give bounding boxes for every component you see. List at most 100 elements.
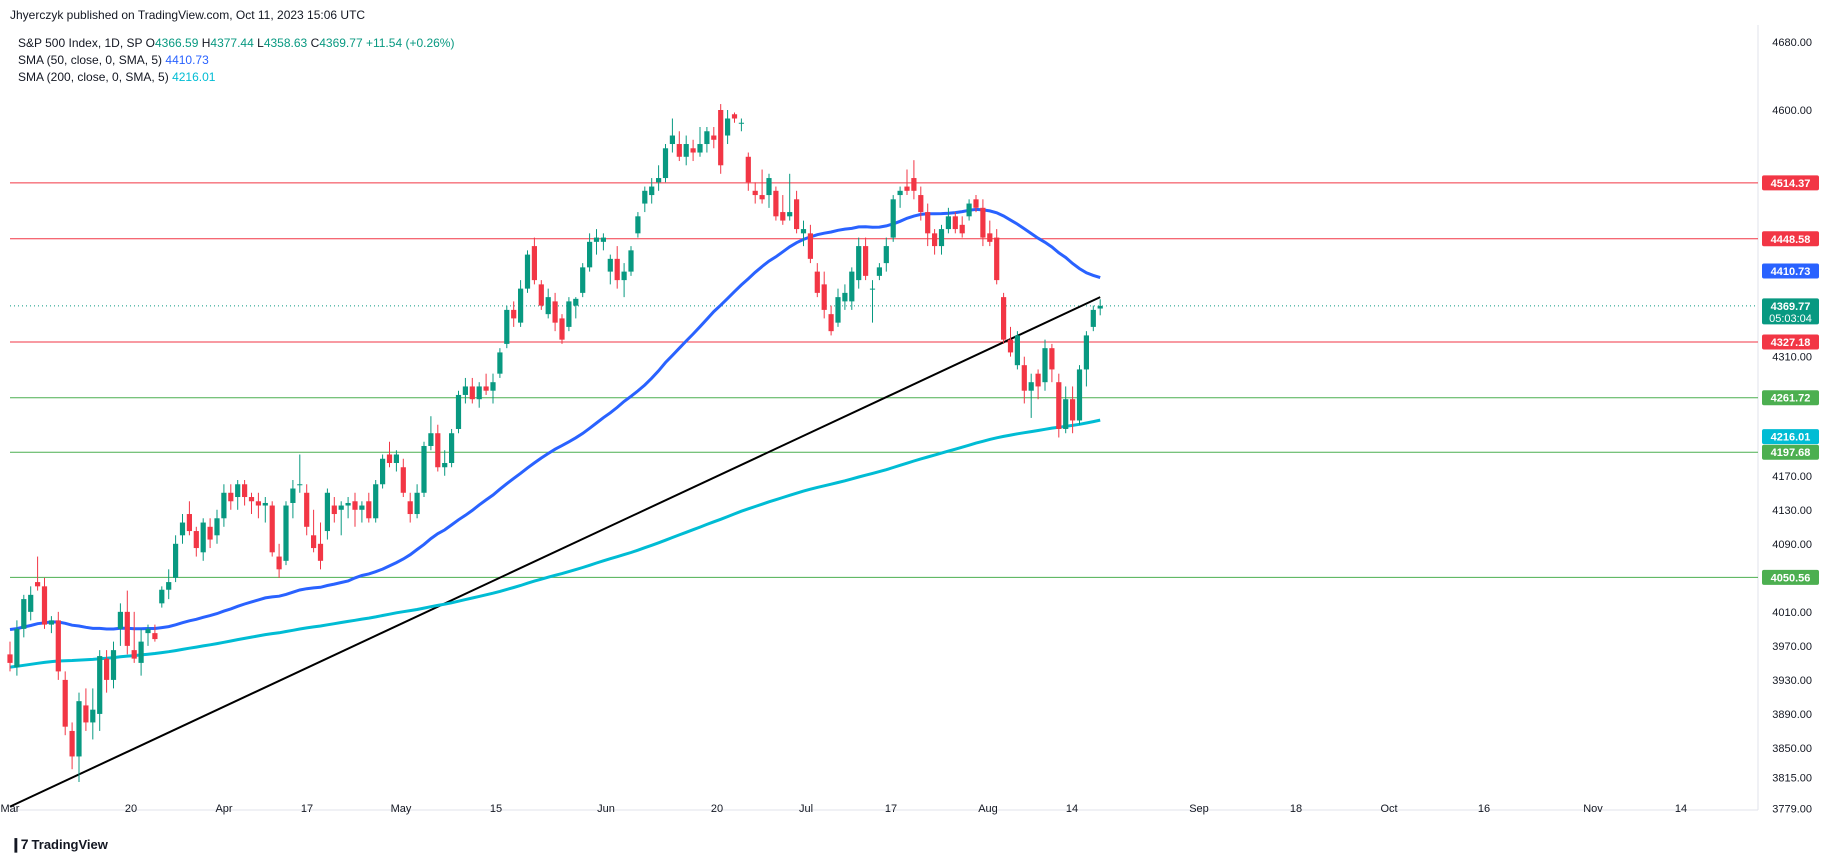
candle-body <box>345 502 351 506</box>
last-badge: 4369.77 <box>1771 301 1811 313</box>
legend-change: +11.54 (+0.26%) <box>365 36 455 50</box>
candle-body <box>386 454 393 463</box>
y-tick-label: 4600.00 <box>1772 105 1812 117</box>
candle-body <box>138 641 144 663</box>
tradingview-logo-text: TradingView <box>31 837 108 852</box>
support-level-badge-bg <box>1762 390 1819 406</box>
candle-body <box>428 433 434 446</box>
candle-body <box>255 501 261 506</box>
x-tick-label: 16 <box>1478 803 1490 815</box>
candle-body <box>97 656 103 714</box>
candle-body <box>938 229 945 247</box>
candle-body <box>863 246 869 276</box>
candle-body <box>193 531 199 549</box>
candle-body <box>1001 297 1007 340</box>
candle-body <box>455 394 462 429</box>
candle-body <box>1056 382 1062 429</box>
candle-body <box>966 203 972 217</box>
candle-body <box>248 497 255 502</box>
candle-body <box>324 492 330 532</box>
candle-body <box>1090 309 1096 327</box>
x-tick-label: 14 <box>1675 803 1687 815</box>
trendline[interactable] <box>9 296 1101 808</box>
candle-body <box>690 148 696 153</box>
legend-close-value: 4369.77 <box>319 36 363 50</box>
y-tick-label: 3779.00 <box>1772 803 1812 815</box>
candle-body <box>55 620 61 672</box>
candle-body <box>890 199 896 238</box>
candle-body <box>738 122 744 124</box>
resistance-level-badge: 4327.18 <box>1771 337 1811 349</box>
candle-body <box>221 492 227 519</box>
x-tick-label: 15 <box>490 803 502 815</box>
tradingview-logo[interactable]: ❙7 TradingView <box>10 836 108 853</box>
candle-body <box>1042 348 1048 383</box>
candle-body <box>1097 305 1103 309</box>
candle-body <box>449 433 455 463</box>
candle-body <box>490 382 496 391</box>
candle-body <box>711 135 717 140</box>
candle-body <box>849 271 855 302</box>
candle-body <box>580 267 586 293</box>
x-tick-label: Sep <box>1189 803 1209 815</box>
candle-body <box>835 297 841 323</box>
candle-body <box>62 679 68 727</box>
candle-body <box>407 501 413 515</box>
candle-body <box>442 462 448 468</box>
candle-body <box>366 501 372 519</box>
candle-body <box>7 654 13 663</box>
candle-body <box>48 620 54 625</box>
candle-body <box>41 586 48 625</box>
candle-body <box>980 207 986 238</box>
candle-body <box>911 178 917 191</box>
candle-body <box>780 212 786 221</box>
candle-body <box>311 535 317 549</box>
x-tick-label: 14 <box>1066 803 1078 815</box>
candle-body <box>593 237 600 242</box>
candle-body <box>483 386 489 391</box>
candle-body <box>1028 382 1034 391</box>
candle-body <box>821 284 827 310</box>
candle-body <box>918 195 924 213</box>
candle-body <box>959 224 965 234</box>
candle-body <box>669 135 675 145</box>
candle-body <box>331 505 337 515</box>
candle-body <box>932 233 938 247</box>
candle-body <box>600 237 606 242</box>
candle-body <box>104 658 110 680</box>
candle-body <box>242 484 248 498</box>
legend-sma200-row: SMA (200, close, 0, SMA, 5) 4216.01 <box>18 69 454 86</box>
legend-high-label: H <box>201 36 211 50</box>
x-tick-label: 20 <box>711 803 723 815</box>
candle-body <box>14 628 20 668</box>
candle-body <box>497 352 503 374</box>
candle-body <box>338 505 344 510</box>
candle-body <box>207 526 213 540</box>
candle-body <box>90 709 96 723</box>
tradingview-logo-icon: ❙7 <box>10 836 29 852</box>
candle-body <box>538 284 544 306</box>
candle-body <box>800 229 807 234</box>
legend-sma50-label: SMA (50, close, 0, SMA, 5) <box>18 53 163 67</box>
candle-body <box>1076 369 1083 421</box>
price-chart[interactable]: 4680.00 4600.00 4310.00 4170.00 4130.00 4090.… <box>0 0 1835 830</box>
candle-body <box>994 237 1000 281</box>
candle-body <box>559 318 565 340</box>
candle-body <box>173 543 179 578</box>
candle-body <box>573 298 579 306</box>
y-tick-label: 3815.00 <box>1772 773 1812 785</box>
candle-body <box>186 514 192 532</box>
candle-body <box>166 582 172 590</box>
candle-body <box>276 556 282 570</box>
sma50-badge: 4410.73 <box>1771 266 1811 278</box>
candle-body <box>725 118 731 136</box>
y-tick-label: 3890.00 <box>1772 709 1812 721</box>
candle-body <box>131 650 137 659</box>
x-tick-label: 17 <box>301 803 313 815</box>
x-tick-label: Oct <box>1380 803 1397 815</box>
candle-body <box>925 212 931 234</box>
candle-body <box>1007 339 1014 353</box>
candle-body <box>352 501 358 510</box>
candle-body <box>869 288 876 290</box>
candle-body <box>1035 373 1041 387</box>
